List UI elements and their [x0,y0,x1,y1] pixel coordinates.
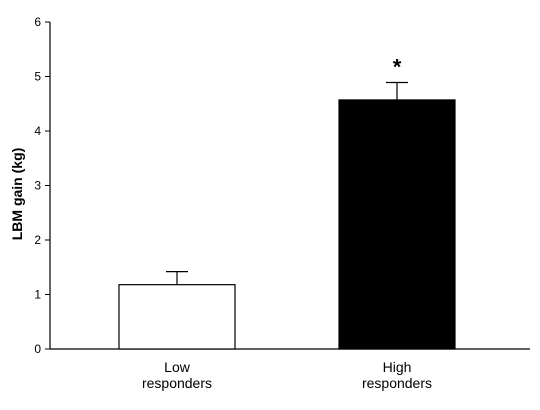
bar [118,284,236,350]
x-tick-label: High responders [362,359,432,391]
y-axis-label: LBM gain (kg) [9,148,25,241]
y-tick-label: 4 [34,124,41,138]
x-axis: Low responders High responders [50,348,530,391]
bars [118,99,456,350]
y-tick-label: 3 [34,179,41,193]
y-tick-label: 5 [34,70,41,84]
y-tick-label: 0 [34,342,41,356]
significance-marker: * [393,54,402,79]
bar [338,99,456,350]
annotations: * [393,54,402,79]
y-tick-label: 2 [34,233,41,247]
x-tick-label: Low responders [142,359,212,391]
y-tick-label: 6 [34,15,41,29]
error-bars [166,81,408,285]
y-tick-label: 1 [34,288,41,302]
y-axis: 0 1 2 3 4 5 6 [34,15,51,356]
